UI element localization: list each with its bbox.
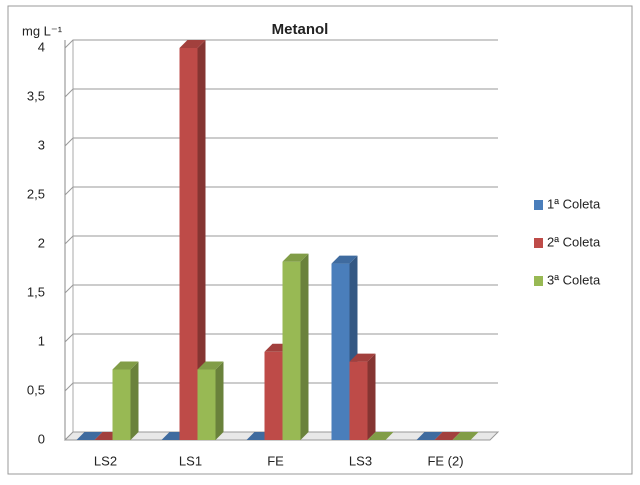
x-tick-label: FE (2) [427,453,463,468]
legend-label: 3ª Coleta [547,272,601,287]
y-tick-label: 0 [38,431,45,446]
y-tick-label: 1 [38,333,45,348]
x-tick-label: LS2 [94,453,117,468]
bar [434,432,461,440]
bar-side [130,361,139,440]
bar-side [215,361,224,440]
y-tick-label: 3,5 [27,88,45,103]
bar-front [331,263,350,440]
legend-swatch [534,238,543,248]
y-tick-label: 2,5 [27,186,45,201]
grid-line [64,186,498,196]
legend-label: 1ª Coleta [547,196,601,211]
bar-side [300,253,309,440]
bar [112,361,139,440]
x-tick-label: LS3 [349,453,372,468]
y-tick-label: 0,5 [27,382,45,397]
bar-top [452,432,479,440]
bar-top [349,353,376,362]
bar-side [367,353,376,440]
bar [282,253,309,440]
bar-top [76,432,103,440]
bar [452,432,479,440]
bar-front [264,351,283,440]
bar-front [112,369,131,440]
bar [349,353,376,440]
bar-top [282,253,309,262]
x-tick-label: LS1 [179,453,202,468]
bar-front [197,369,216,440]
bar-front [349,361,368,440]
grid-line [64,137,498,147]
chart-frame [7,5,633,475]
legend-swatch [534,276,543,286]
bar-top [434,432,461,440]
y-tick-label: 4 [38,39,45,54]
chart-title: Metanol [272,21,329,38]
grid-line [64,235,498,245]
grid-line [64,39,498,49]
bar [367,432,394,440]
bar [197,361,224,440]
bar-top [179,40,206,48]
legend-swatch [534,200,543,210]
y-tick-label: 3 [38,137,45,152]
bar-top [331,255,358,264]
bar [179,40,206,440]
bar-front [282,261,301,440]
bar [76,432,103,440]
bar-top [197,361,224,370]
bar [416,432,443,440]
bar-side [197,40,206,440]
y-axis-label: mg L⁻¹ [22,23,63,38]
legend-label: 2ª Coleta [547,234,601,249]
bar-front [179,48,198,440]
grid-line [64,88,498,98]
bar-top [416,432,443,440]
y-tick-label: 2 [38,235,45,250]
y-tick-label: 1,5 [27,284,45,299]
x-tick-label: FE [267,453,284,468]
bar-top [112,361,139,370]
bar-top [367,432,394,440]
